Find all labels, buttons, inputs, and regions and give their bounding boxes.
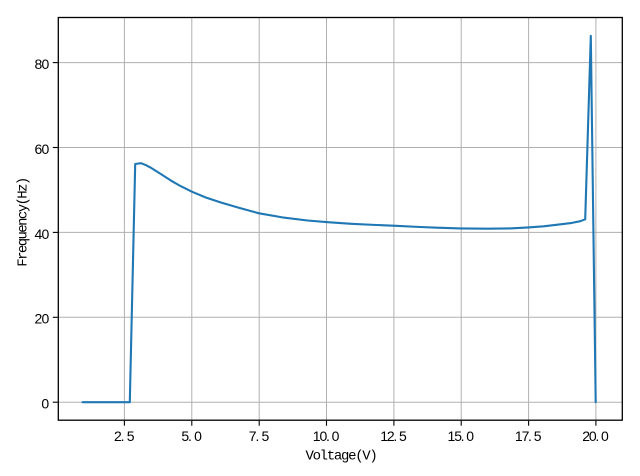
svg-text:Voltage(V): Voltage(V) — [305, 449, 376, 465]
svg-text:12.5: 12.5 — [380, 428, 407, 444]
svg-text:40: 40 — [35, 226, 50, 242]
svg-text:80: 80 — [35, 56, 50, 72]
svg-text:2.5: 2.5 — [114, 428, 135, 444]
svg-text:15.0: 15.0 — [448, 428, 475, 444]
svg-text:20: 20 — [35, 311, 50, 327]
svg-text:5.0: 5.0 — [181, 428, 202, 444]
svg-text:60: 60 — [35, 141, 50, 157]
svg-text:Frequency(Hz): Frequency(Hz) — [16, 178, 32, 267]
svg-text:10.0: 10.0 — [313, 428, 340, 444]
svg-text:20.0: 20.0 — [582, 428, 609, 444]
svg-text:0: 0 — [41, 396, 49, 412]
svg-text:17.5: 17.5 — [515, 428, 542, 444]
svg-text:7.5: 7.5 — [249, 428, 270, 444]
